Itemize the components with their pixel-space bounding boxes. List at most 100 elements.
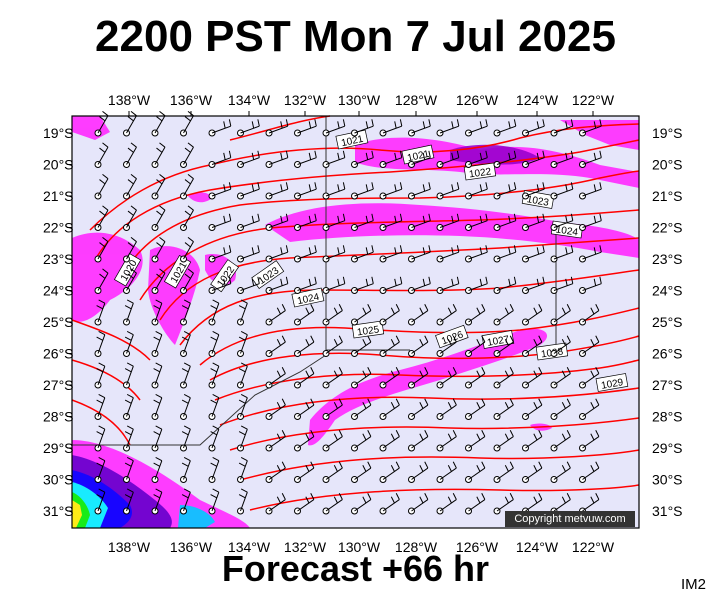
wind-barb <box>208 182 232 200</box>
wind-barb <box>237 425 248 452</box>
wind-barb <box>94 425 106 452</box>
longitude-label-top: 138°W <box>108 92 151 108</box>
latitude-label-left: 31°S <box>43 503 74 519</box>
wind-barb <box>294 150 317 168</box>
wind-barb <box>579 119 602 137</box>
svg-text:1024: 1024 <box>296 292 320 307</box>
wind-barb <box>123 393 134 420</box>
wind-barb <box>436 430 457 452</box>
wind-barb <box>351 150 374 168</box>
wind-barb <box>408 150 431 168</box>
wind-barb <box>123 362 134 389</box>
wind-barb <box>180 330 191 357</box>
wind-barb <box>322 245 346 263</box>
longitude-label-bottom: 130°W <box>338 539 381 555</box>
wind-barb <box>94 393 106 420</box>
wind-barb <box>151 236 166 263</box>
wind-barb <box>465 213 488 231</box>
wind-barb <box>522 304 543 326</box>
wind-barb <box>436 398 457 420</box>
wind-barb <box>351 430 372 452</box>
wind-barb <box>465 493 486 515</box>
wind-barb <box>436 245 460 263</box>
wind-barb <box>94 142 109 168</box>
wind-barb <box>379 150 403 168</box>
wind-barb <box>322 276 346 294</box>
wind-barb <box>322 398 343 420</box>
wind-barb <box>237 488 248 515</box>
wind-barb <box>294 245 317 263</box>
wind-barb <box>379 430 400 452</box>
wind-barb <box>94 173 109 200</box>
wind-barb <box>379 119 403 137</box>
wind-barb <box>208 276 232 294</box>
wind-barb <box>408 430 429 452</box>
wind-barb <box>294 493 315 515</box>
wind-barb <box>180 488 191 515</box>
wind-barb <box>465 335 486 357</box>
wind-barb <box>408 304 429 326</box>
wind-barb <box>294 398 315 420</box>
wind-barb <box>408 245 431 263</box>
wind-barb <box>522 119 545 137</box>
latitude-label-left: 22°S <box>43 220 74 236</box>
latitude-label-left: 20°S <box>43 157 74 173</box>
wind-barb <box>208 488 220 515</box>
wind-barb <box>180 236 194 263</box>
wind-barb <box>265 304 286 326</box>
wind-barb <box>208 362 220 389</box>
latitude-label-left: 29°S <box>43 440 74 456</box>
longitude-label-top: 136°W <box>170 92 213 108</box>
wind-barb <box>465 461 486 483</box>
latitude-label-right: 30°S <box>652 472 683 488</box>
wind-barb <box>265 213 289 231</box>
wind-barb <box>237 330 248 357</box>
wind-barb <box>180 425 191 452</box>
latitude-label-left: 30°S <box>43 472 74 488</box>
wind-barb <box>237 299 248 326</box>
latitude-label-left: 24°S <box>43 283 74 299</box>
wind-barb <box>237 245 260 263</box>
wind-barb <box>151 299 163 326</box>
longitude-label-bottom: 134°W <box>228 539 271 555</box>
wind-barb <box>180 299 191 326</box>
wind-barb <box>465 150 488 168</box>
wind-barb <box>579 304 600 326</box>
map-code-label: IM2 <box>681 576 707 593</box>
longitude-label-bottom: 132°W <box>284 539 327 555</box>
wind-barb <box>379 276 403 294</box>
svg-text:1024: 1024 <box>555 224 579 238</box>
isobar-label: 1022 <box>463 162 497 180</box>
wind-barb <box>208 245 232 263</box>
wind-barb <box>436 304 457 326</box>
longitude-label-top: 124°W <box>516 92 559 108</box>
isobar-label: 1021 <box>335 129 369 150</box>
wind-barb <box>436 119 460 137</box>
wind-barb <box>265 335 286 357</box>
wind-barb <box>265 398 286 420</box>
wind-barb <box>123 236 137 263</box>
wind-barb <box>522 430 543 452</box>
wind-barb <box>436 276 460 294</box>
wind-barb <box>94 488 106 515</box>
wind-barb <box>579 335 600 357</box>
wind-barb <box>123 110 137 137</box>
latitude-label-left: 21°S <box>43 188 74 204</box>
wind-barb <box>294 182 317 200</box>
wind-barb <box>123 173 137 200</box>
wind-barb <box>436 182 460 200</box>
wind-barb <box>436 335 457 357</box>
wind-barb <box>151 142 166 168</box>
wind-barb <box>465 367 486 389</box>
isobar-label: 1025 <box>351 320 385 338</box>
wind-barb <box>408 493 429 515</box>
wind-barb <box>351 304 372 326</box>
wind-barb <box>123 142 137 168</box>
svg-text:1025: 1025 <box>356 324 380 338</box>
wind-barb <box>208 299 220 326</box>
wind-barb <box>151 456 163 483</box>
wind-barb <box>322 213 346 231</box>
wind-barb <box>237 213 260 231</box>
wind-barb <box>493 430 514 452</box>
